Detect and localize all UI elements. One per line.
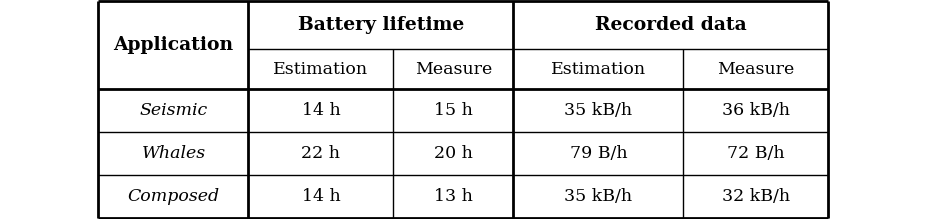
Text: 35 kB/h: 35 kB/h bbox=[565, 188, 632, 205]
Text: 20 h: 20 h bbox=[434, 145, 473, 162]
Text: Recorded data: Recorded data bbox=[595, 16, 747, 34]
Text: Estimation: Estimation bbox=[273, 60, 369, 78]
Text: Measure: Measure bbox=[717, 60, 794, 78]
Text: 14 h: 14 h bbox=[301, 188, 340, 205]
Text: Composed: Composed bbox=[127, 188, 220, 205]
Text: 15 h: 15 h bbox=[434, 102, 473, 119]
Text: Seismic: Seismic bbox=[139, 102, 208, 119]
Text: 14 h: 14 h bbox=[301, 102, 340, 119]
Text: 35 kB/h: 35 kB/h bbox=[565, 102, 632, 119]
Text: Measure: Measure bbox=[415, 60, 492, 78]
Text: Whales: Whales bbox=[142, 145, 206, 162]
Text: Application: Application bbox=[113, 36, 234, 54]
Text: 72 B/h: 72 B/h bbox=[727, 145, 785, 162]
Text: 13 h: 13 h bbox=[434, 188, 473, 205]
Text: 32 kB/h: 32 kB/h bbox=[722, 188, 790, 205]
Text: Estimation: Estimation bbox=[551, 60, 646, 78]
Text: 36 kB/h: 36 kB/h bbox=[722, 102, 790, 119]
Text: Battery lifetime: Battery lifetime bbox=[298, 16, 464, 34]
Text: 79 B/h: 79 B/h bbox=[570, 145, 628, 162]
Text: 22 h: 22 h bbox=[301, 145, 340, 162]
